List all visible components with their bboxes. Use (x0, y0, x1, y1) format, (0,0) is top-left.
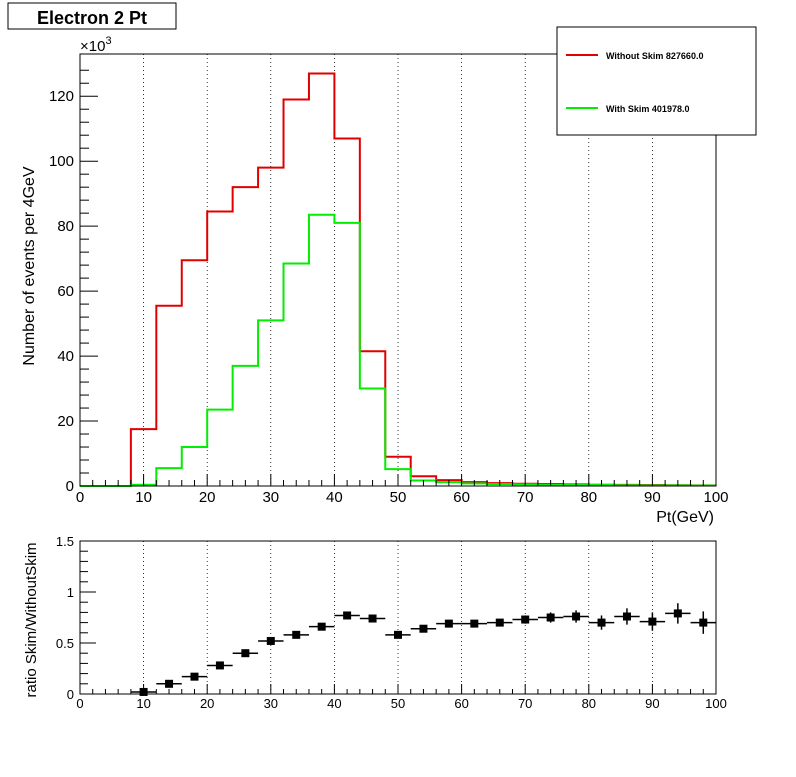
ratio-marker (190, 672, 199, 681)
bottom-x-tick-label: 0 (76, 696, 83, 711)
bottom-x-tick-label: 50 (391, 696, 405, 711)
ratio-marker (241, 649, 250, 658)
bottom-y-ticks: 0 0.5 1 1.5 (56, 534, 96, 702)
top-y-tick-label: 120 (49, 88, 74, 105)
top-panel: 0 10 20 30 40 50 60 70 80 90 100 0 20 40 60 80 100 120 ×… (21, 26, 757, 526)
top-x-axis-label: Pt(GeV) (656, 509, 714, 526)
ratio-point (156, 679, 182, 688)
bottom-x-tick-label: 40 (327, 696, 341, 711)
legend: Without Skim 827660.0 With Skim 401978.0 (556, 26, 757, 136)
ratio-point (563, 610, 589, 623)
top-x-tick-label: 60 (453, 489, 470, 506)
bottom-x-tick-label: 30 (264, 696, 278, 711)
top-y-tick-label: 0 (66, 478, 74, 495)
ratio-marker (343, 611, 352, 620)
ratio-marker (470, 619, 479, 628)
ratio-marker (317, 622, 326, 631)
ratio-marker (673, 609, 682, 618)
top-y-ticks: 0 20 40 60 80 100 120 (49, 69, 98, 495)
ratio-point (461, 619, 488, 628)
ratio-marker (597, 618, 606, 627)
bottom-x-tick-label: 10 (136, 696, 150, 711)
top-x-tick-label: 0 (76, 489, 84, 506)
top-x-tick-label: 70 (517, 489, 534, 506)
top-x-tick-label: 100 (703, 489, 728, 506)
ratio-marker (699, 618, 708, 627)
ratio-marker (572, 612, 581, 621)
ratio-point (512, 615, 538, 624)
y-exponent-base: ×10 (80, 38, 105, 55)
bottom-x-tick-label: 60 (454, 696, 468, 711)
ratio-marker (648, 617, 657, 626)
ratio-point (308, 622, 335, 631)
ratio-point (181, 672, 208, 681)
ratio-points (130, 603, 716, 696)
bottom-x-tick-label: 20 (200, 696, 214, 711)
top-y-tick-label: 60 (57, 283, 74, 300)
ratio-marker (546, 613, 555, 622)
legend-label-with-skim: With Skim 401978.0 (606, 104, 689, 114)
title-box: Electron 2 Pt (7, 2, 177, 30)
ratio-marker (622, 612, 631, 621)
top-x-ticks: 0 10 20 30 40 50 60 70 80 90 100 (76, 474, 729, 506)
ratio-marker (521, 615, 530, 624)
legend-box (556, 26, 757, 136)
ratio-marker (444, 619, 453, 628)
ratio-point (487, 618, 513, 627)
ratio-point (537, 612, 564, 623)
ratio-marker (368, 614, 377, 623)
ratio-marker (394, 630, 402, 639)
y-exponent: ×103 (80, 35, 112, 55)
top-x-tick-label: 10 (135, 489, 152, 506)
ratio-point (385, 630, 411, 639)
ratio-marker (495, 618, 504, 627)
ratio-marker (292, 630, 301, 639)
ratio-marker (419, 624, 428, 633)
ratio-point (614, 608, 640, 625)
bottom-x-tick-label: 70 (518, 696, 532, 711)
top-x-tick-label: 50 (390, 489, 407, 506)
top-x-tick-label: 40 (326, 489, 343, 506)
top-y-tick-label: 40 (57, 348, 74, 365)
bottom-x-tick-label: 80 (582, 696, 596, 711)
ratio-point (436, 619, 462, 628)
ratio-point (232, 649, 259, 658)
ratio-point (588, 615, 615, 630)
ratio-point (690, 611, 716, 634)
ratio-marker (215, 661, 224, 670)
ratio-point (258, 636, 284, 645)
y-exponent-power: 3 (105, 35, 111, 47)
top-x-tick-label: 30 (262, 489, 279, 506)
top-x-tick-label: 90 (644, 489, 661, 506)
bottom-y-axis-label: ratio Skim/WithoutSkim (23, 542, 40, 697)
legend-label-without-skim: Without Skim 827660.0 (606, 51, 703, 61)
bottom-x-ticks: 0 10 20 30 40 50 60 70 80 90 100 (76, 684, 727, 711)
top-y-tick-label: 80 (57, 218, 74, 235)
top-x-tick-label: 80 (580, 489, 597, 506)
top-y-tick-label: 20 (57, 413, 74, 430)
ratio-point (639, 612, 666, 631)
ratio-marker (165, 679, 174, 688)
ratio-point (359, 614, 386, 623)
bottom-x-tick-label: 100 (705, 696, 727, 711)
ratio-point (283, 630, 309, 639)
ratio-marker (266, 636, 275, 645)
top-y-tick-label: 100 (49, 153, 74, 170)
bottom-y-tick-label: 1.5 (56, 534, 74, 549)
chart-title: Electron 2 Pt (37, 8, 147, 28)
top-y-axis-label: Number of events per 4GeV (21, 166, 38, 366)
ratio-point (410, 624, 437, 633)
top-x-tick-label: 20 (199, 489, 216, 506)
bottom-y-tick-label: 0 (67, 687, 74, 702)
bottom-panel: 0 10 20 30 40 50 60 70 80 90 100 0 0.5 1 1.5 ratio Sk… (23, 534, 727, 711)
ratio-point (334, 611, 360, 620)
ratio-point (207, 661, 233, 670)
bottom-y-tick-label: 1 (67, 585, 74, 600)
bottom-y-tick-label: 0.5 (56, 636, 74, 651)
bottom-x-tick-label: 90 (645, 696, 659, 711)
ratio-point (665, 603, 691, 624)
